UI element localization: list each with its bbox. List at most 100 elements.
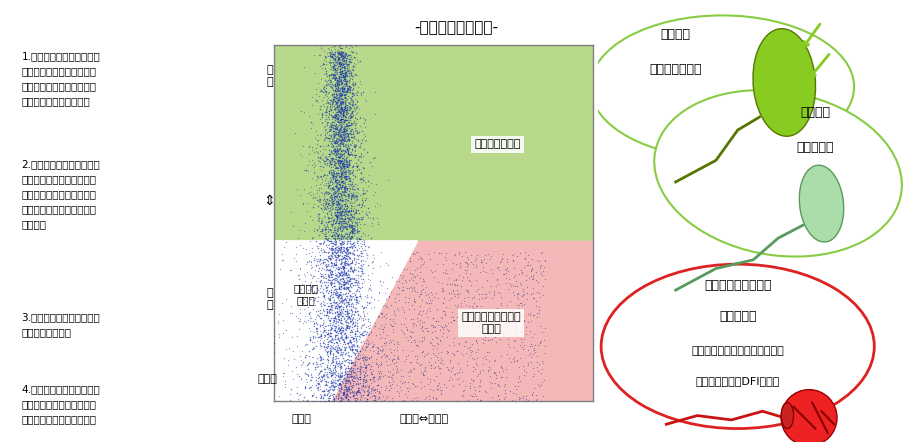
- Point: [336, 324, 351, 331]
- Point: [486, 397, 500, 404]
- Point: [332, 215, 347, 222]
- Point: [358, 364, 373, 371]
- Point: [310, 190, 324, 197]
- Point: [318, 323, 332, 330]
- Point: [367, 396, 382, 404]
- Point: [311, 373, 326, 380]
- Point: [357, 387, 372, 394]
- Point: [316, 306, 331, 313]
- Point: [338, 279, 352, 286]
- Point: [328, 64, 342, 71]
- Point: [355, 208, 370, 215]
- Point: [333, 90, 348, 97]
- Point: [325, 169, 340, 177]
- Point: [469, 302, 484, 310]
- Point: [339, 264, 353, 272]
- Point: [314, 277, 329, 284]
- Point: [310, 281, 324, 289]
- Point: [312, 154, 327, 161]
- Point: [335, 135, 350, 142]
- Point: [350, 99, 364, 106]
- Point: [377, 396, 392, 404]
- Point: [316, 289, 331, 297]
- Point: [362, 322, 377, 329]
- Point: [276, 330, 290, 337]
- Point: [322, 206, 337, 214]
- Point: [355, 268, 370, 275]
- Point: [339, 73, 353, 80]
- Point: [314, 332, 329, 339]
- Point: [304, 314, 319, 322]
- Point: [338, 70, 352, 78]
- Point: [286, 223, 300, 230]
- Point: [325, 243, 340, 250]
- Point: [348, 281, 362, 289]
- Point: [303, 189, 318, 196]
- Point: [377, 290, 392, 297]
- Point: [338, 178, 352, 185]
- Point: [342, 124, 357, 131]
- Point: [488, 356, 502, 363]
- Point: [320, 236, 335, 243]
- Point: [362, 382, 377, 389]
- Point: [464, 258, 478, 265]
- Point: [386, 359, 401, 367]
- Point: [328, 83, 342, 90]
- Point: [334, 136, 349, 143]
- Point: [361, 317, 375, 324]
- Point: [333, 245, 348, 252]
- Point: [320, 119, 334, 126]
- Point: [519, 392, 533, 400]
- Point: [335, 95, 350, 102]
- Point: [300, 208, 315, 215]
- Point: [322, 320, 337, 327]
- Point: [336, 392, 351, 399]
- Point: [340, 391, 354, 398]
- Point: [360, 301, 374, 309]
- Point: [341, 246, 355, 253]
- Point: [344, 259, 359, 266]
- Point: [317, 340, 331, 347]
- Point: [347, 63, 362, 70]
- Point: [508, 282, 522, 289]
- Point: [303, 278, 318, 285]
- Point: [338, 76, 352, 83]
- Text: ⇕: ⇕: [264, 194, 275, 208]
- Point: [330, 294, 344, 301]
- Point: [342, 339, 357, 346]
- Point: [341, 233, 355, 240]
- Point: [340, 391, 354, 398]
- Point: [315, 173, 330, 180]
- Point: [337, 259, 352, 266]
- Point: [339, 257, 353, 264]
- Point: [320, 351, 334, 358]
- Point: [331, 371, 345, 378]
- Point: [334, 137, 349, 144]
- Point: [337, 94, 352, 101]
- Point: [328, 55, 342, 62]
- Point: [480, 367, 495, 374]
- Point: [330, 244, 344, 251]
- Point: [315, 264, 330, 272]
- Point: [332, 340, 347, 347]
- Point: [518, 256, 532, 263]
- Point: [495, 364, 509, 371]
- Point: [332, 87, 347, 94]
- Point: [340, 72, 354, 79]
- Point: [333, 292, 348, 299]
- Point: [510, 305, 525, 312]
- Point: [338, 147, 352, 154]
- Point: [519, 330, 533, 338]
- Point: [333, 122, 348, 129]
- Point: [336, 101, 351, 108]
- Point: [338, 285, 352, 292]
- Point: [324, 232, 339, 240]
- Point: [349, 350, 363, 357]
- Point: [329, 229, 343, 236]
- Point: [312, 186, 327, 193]
- Point: [327, 298, 341, 306]
- Point: [324, 326, 339, 333]
- Point: [338, 358, 352, 365]
- Point: [359, 378, 373, 385]
- Point: [300, 360, 315, 368]
